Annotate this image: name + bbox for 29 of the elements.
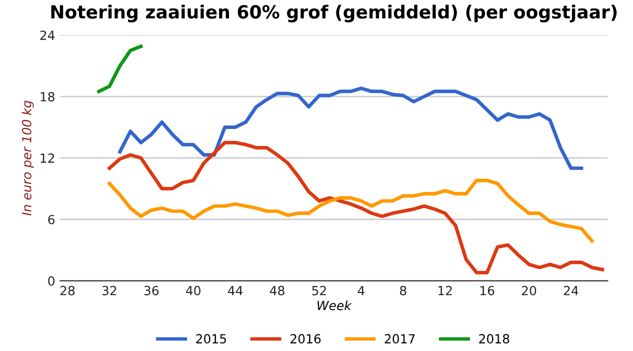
line-series — [97, 44, 143, 94]
x-tick-label: 24 — [564, 286, 578, 296]
y-tick-label: 0 — [48, 276, 54, 286]
x-tick-label: 48 — [270, 286, 284, 296]
legend-label: 2018 — [479, 334, 510, 344]
legend-label: 2016 — [290, 334, 321, 344]
legend-label: 2015 — [196, 334, 226, 344]
y-axis-title: In euro per 100 kg — [22, 100, 34, 216]
y-tick-label: 24 — [40, 30, 55, 40]
x-tick-label: 32 — [102, 286, 116, 296]
x-tick-label: 28 — [60, 286, 75, 296]
x-tick-label: 12 — [438, 286, 452, 296]
x-axis-title: Week — [318, 300, 352, 310]
line-series — [108, 178, 594, 243]
legend-label: 2017 — [384, 334, 415, 344]
y-tick-label: 6 — [48, 214, 54, 224]
y-tick-label: 12 — [40, 153, 54, 163]
x-tick-label: 36 — [144, 286, 159, 296]
x-tick-label: 20 — [522, 286, 536, 296]
y-tick-label: 18 — [40, 92, 54, 102]
line-series — [118, 86, 584, 170]
chart-title: Notering zaaiuien 60% grof (gemiddeld) (per oogstjaar) — [51, 4, 617, 22]
line-series — [108, 140, 604, 274]
x-tick-label: 44 — [228, 286, 243, 296]
x-tick-label: 52 — [312, 286, 326, 296]
x-tick-label: 8 — [400, 286, 406, 296]
x-tick-label: 16 — [480, 286, 494, 296]
x-tick-label: 4 — [358, 286, 364, 296]
x-tick-label: 40 — [186, 286, 200, 296]
